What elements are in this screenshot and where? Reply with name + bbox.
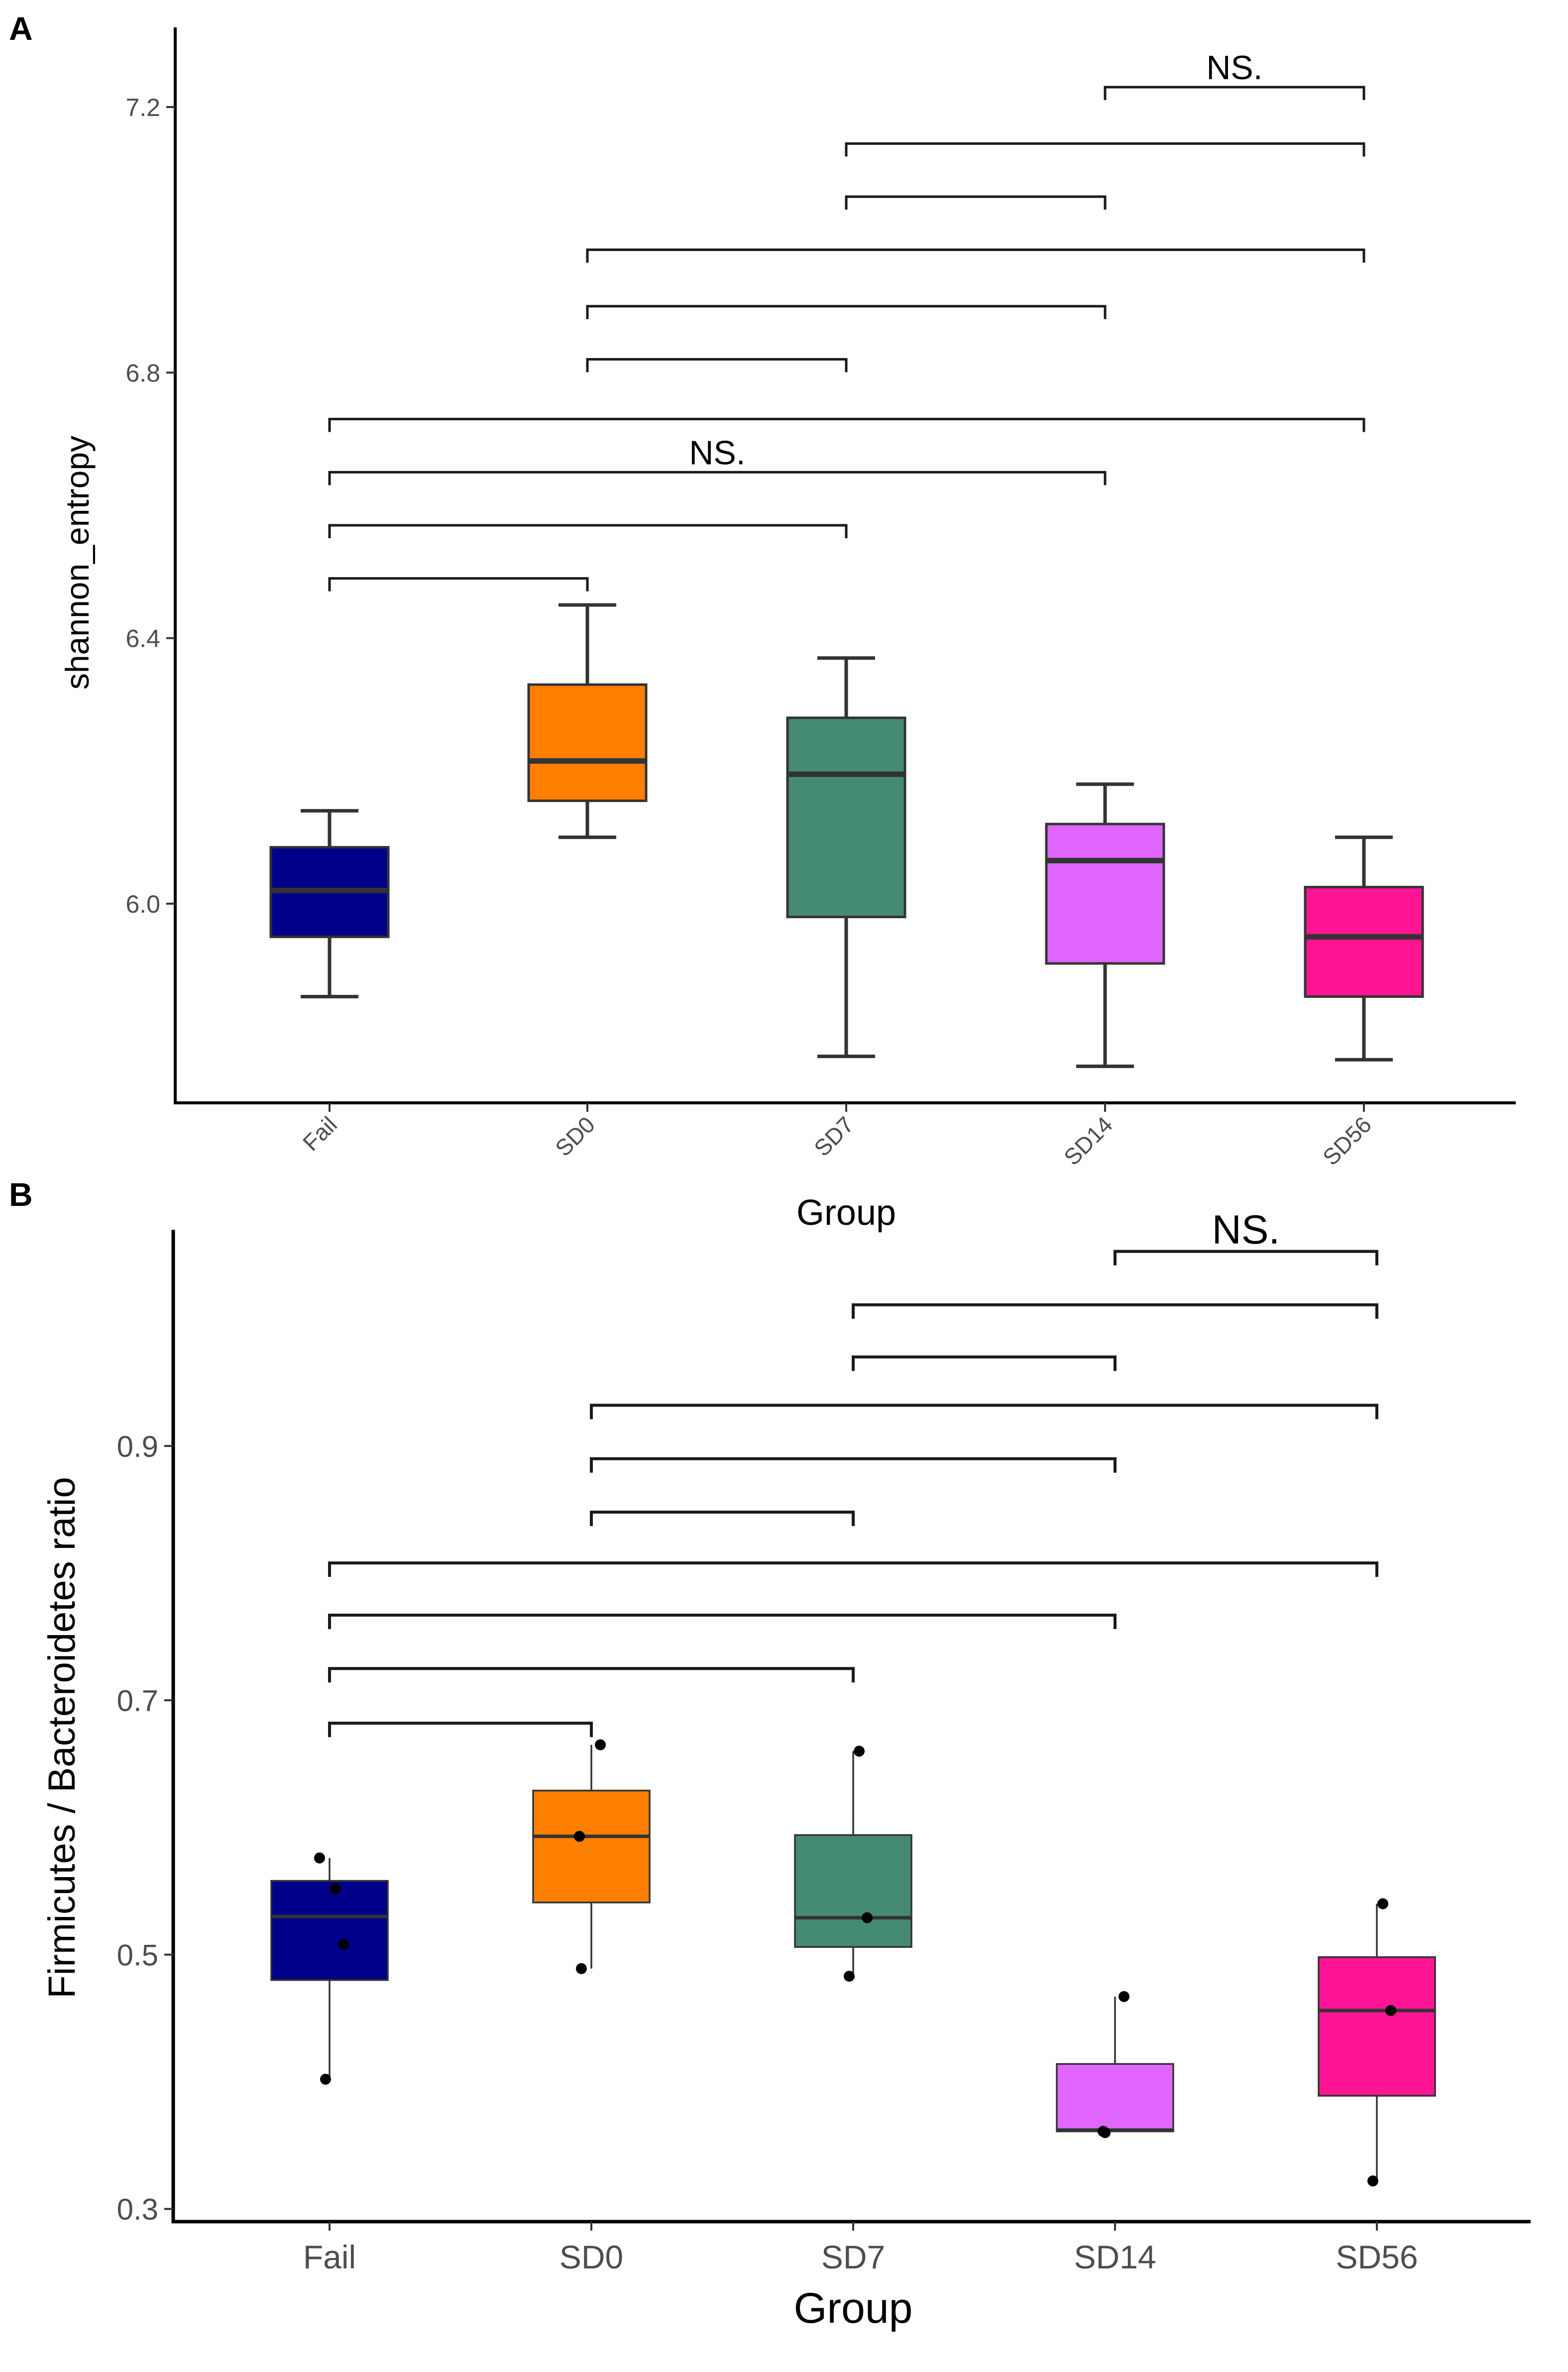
x-tick-label: SD14 — [1059, 1111, 1118, 1170]
box-iqr — [786, 716, 906, 919]
x-tick-label: SD7 — [821, 2239, 885, 2275]
box-sd0 — [532, 1745, 651, 1969]
y-tick-label: 6.4 — [125, 625, 160, 653]
significance-bracket — [328, 577, 589, 592]
panel-label: B — [9, 1176, 33, 1213]
box-sd14 — [1045, 782, 1165, 1068]
y-tick-label: 6.8 — [125, 359, 160, 387]
significance-bracket — [328, 1721, 593, 1737]
data-point — [595, 1739, 606, 1751]
y-tick-label: 6.0 — [125, 890, 160, 918]
box-sd7 — [794, 1751, 912, 1977]
significance-label: NS. — [1206, 49, 1262, 87]
data-point — [330, 1883, 341, 1894]
box-sd56 — [1318, 1903, 1436, 2181]
box-iqr — [532, 1789, 651, 1903]
box-iqr — [527, 683, 648, 802]
significance-bracket — [590, 1404, 1378, 1420]
box-fail — [269, 809, 390, 999]
box-iqr — [1045, 823, 1165, 965]
panel-a: A 6.0 6.4 6.8 7.2 Fail SD0 SD7 SD14 SD56 Group shan… — [9, 10, 1516, 1233]
significance-bracket — [845, 195, 1107, 210]
box-sd0 — [527, 603, 648, 839]
x-tick-label: SD56 — [1336, 2239, 1418, 2275]
box-fail — [270, 1858, 389, 2079]
y-axis-title: Firmicutes / Bacteroidetes ratio — [41, 1477, 83, 1999]
significance-bracket — [852, 1355, 1117, 1371]
significance-bracket — [586, 305, 1107, 319]
data-point — [1367, 2175, 1378, 2187]
x-tick-label: Fail — [298, 1111, 342, 1156]
x-tick-label: SD14 — [1074, 2239, 1156, 2275]
x-axis-title: Group — [793, 2284, 912, 2332]
significance-bracket — [328, 1561, 1378, 1577]
data-point — [844, 1971, 855, 1982]
x-tick-label: SD56 — [1318, 1111, 1376, 1170]
significance-label: NS. — [1212, 1207, 1280, 1252]
data-point — [1100, 2127, 1111, 2138]
y-tick-label: 0.7 — [117, 1684, 158, 1718]
significance-bracket — [328, 471, 1107, 485]
significance-label: NS. — [689, 434, 745, 472]
panel-label: A — [9, 10, 33, 47]
data-point — [576, 1963, 587, 1974]
significance-bracket — [845, 142, 1365, 157]
data-point — [338, 1939, 349, 1950]
data-point — [314, 1852, 325, 1864]
box-iqr — [794, 1834, 912, 1948]
y-axis-title: shannon_entropy — [59, 436, 96, 690]
data-point — [862, 1912, 873, 1923]
significance-bracket — [328, 418, 1365, 432]
significance-bracket — [1114, 1250, 1378, 1266]
data-point — [854, 1746, 865, 1757]
data-point — [1377, 1898, 1388, 1909]
x-tick-label: SD7 — [809, 1111, 859, 1161]
x-tick-label: Fail — [303, 2239, 356, 2275]
box-iqr — [270, 1880, 389, 1981]
x-tick-label: SD0 — [550, 1111, 600, 1161]
significance-bracket — [328, 1613, 1117, 1629]
x-tick-label: SD0 — [560, 2239, 623, 2275]
data-point — [1119, 1991, 1129, 2002]
y-tick-label: 7.2 — [125, 94, 160, 121]
box-sd56 — [1304, 835, 1424, 1062]
x-axis-title: Group — [796, 1193, 896, 1233]
y-tick-label: 0.3 — [117, 2193, 158, 2226]
significance-bracket — [586, 358, 848, 372]
significance-bracket — [328, 1667, 855, 1683]
y-tick-label: 0.5 — [117, 1938, 158, 1972]
significance-bracket — [590, 1510, 855, 1526]
box-sd7 — [786, 656, 906, 1059]
box-iqr — [1304, 886, 1424, 998]
box-iqr — [1056, 2063, 1174, 2133]
significance-bracket — [1104, 86, 1365, 100]
data-point — [574, 1831, 585, 1842]
data-point — [1385, 2005, 1396, 2016]
significance-bracket — [328, 524, 848, 538]
panel-b: B 0.3 0.5 0.7 0.9 Fail SD0 SD7 SD14 SD56 Group Firm… — [9, 1176, 1531, 2332]
significance-bracket — [852, 1303, 1378, 1319]
significance-bracket — [586, 248, 1365, 263]
significance-bracket — [590, 1457, 1117, 1473]
box-iqr — [1318, 1956, 1436, 2097]
y-tick-label: 0.9 — [117, 1430, 158, 1463]
data-point — [320, 2073, 331, 2085]
box-sd14 — [1056, 1996, 1174, 2133]
